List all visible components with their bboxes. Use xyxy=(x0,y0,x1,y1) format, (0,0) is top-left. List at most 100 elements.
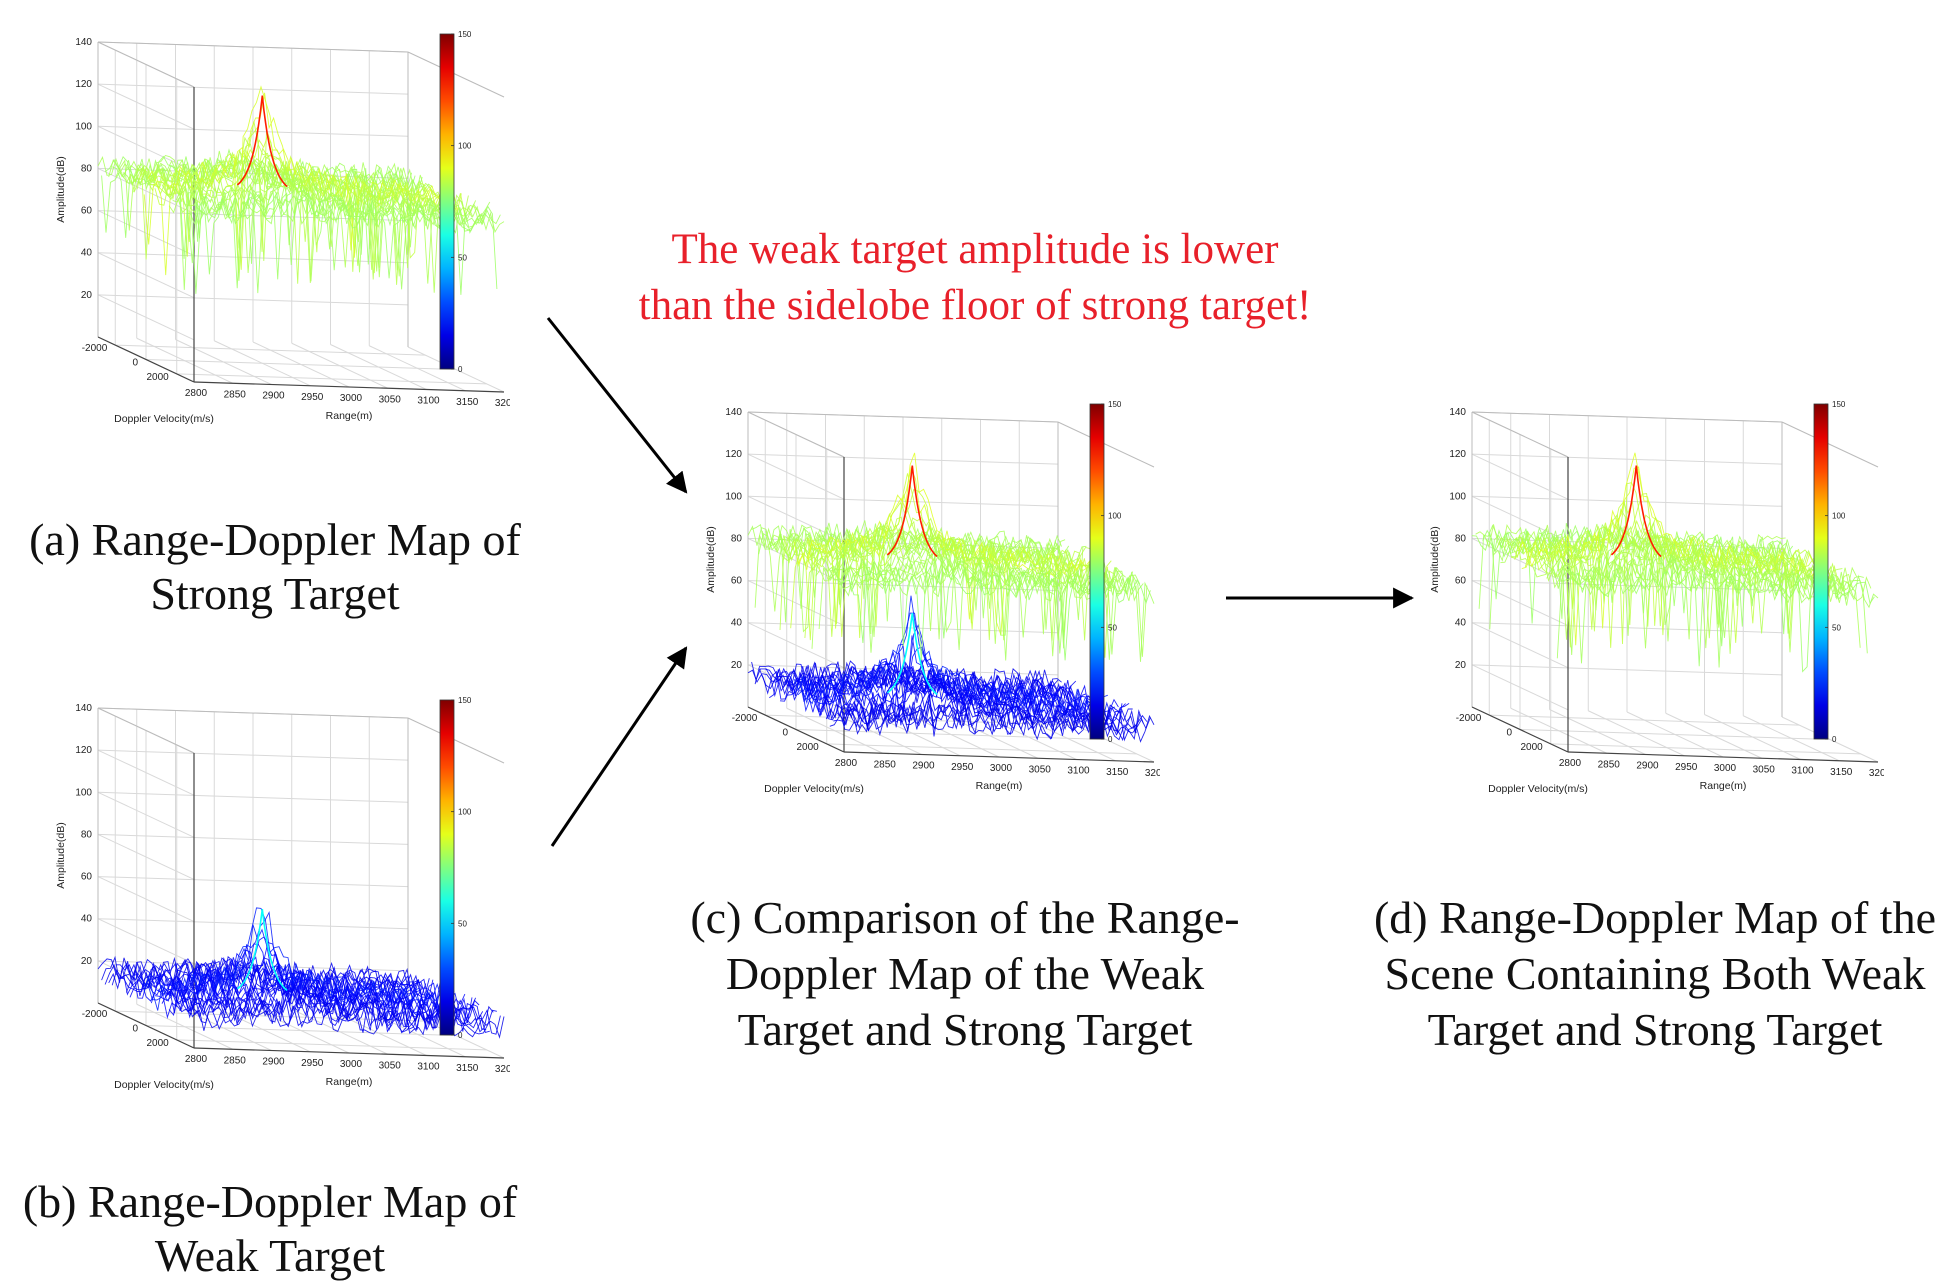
y-tick-label: 2000 xyxy=(1520,742,1543,753)
y-floor-gridline xyxy=(176,1039,487,1051)
y-tick-label: 2000 xyxy=(146,1038,169,1049)
z-axis-label: Amplitude(dB) xyxy=(55,822,67,889)
chart-panel-b: 20 40 60 80 100 120 140 2800 2850 2900 2950 3000 305… xyxy=(40,688,510,1148)
box-edge xyxy=(407,717,505,764)
annotation-line-2: than the sidelobe floor of strong target… xyxy=(638,282,1312,329)
z-tick-label: 100 xyxy=(75,121,92,132)
z-tick-label: 120 xyxy=(1449,449,1466,460)
z-tick-label: 100 xyxy=(75,787,92,798)
z-tick-label: 80 xyxy=(1455,533,1467,544)
peak-ridge xyxy=(886,465,938,558)
z-tick-label: 80 xyxy=(731,533,743,544)
surface-row xyxy=(179,989,490,1033)
caption-c-line-3: Target and Strong Target xyxy=(737,1004,1193,1055)
x-tick-label: 2800 xyxy=(185,388,208,399)
colorbar xyxy=(1089,403,1105,740)
y-tick-label: -2000 xyxy=(732,713,758,724)
box-edge xyxy=(747,411,845,458)
x-tick-label: 3050 xyxy=(1029,764,1052,775)
caption-d-line-3: Target and Strong Target xyxy=(1427,1004,1883,1055)
x-tick-label: 2850 xyxy=(224,1055,247,1066)
z-tick-label: 120 xyxy=(75,79,92,90)
surface-row xyxy=(151,132,462,270)
caption-d-line-1: (d) Range-Doppler Map of the xyxy=(1373,892,1937,943)
box-edge xyxy=(407,51,505,98)
surface-chart-a: 20 40 60 80 100 120 140 2800 2850 2900 2950 3000 305… xyxy=(55,30,510,425)
x-tick-label: 3200 xyxy=(1145,768,1160,779)
z-tick-label: 140 xyxy=(725,407,742,418)
colorbar-tick-label: 50 xyxy=(458,253,467,262)
x-axis-label: Range(m) xyxy=(1700,780,1747,792)
surface-row xyxy=(793,466,1105,636)
surface-chart-c: 20 40 60 80 100 120 140 2800 2850 2900 2950 3000 305… xyxy=(705,400,1160,795)
surface-chart-b: 20 40 60 80 100 120 140 2800 2850 2900 2950 3000 305… xyxy=(55,696,510,1091)
x-tick-label: 2850 xyxy=(874,759,897,770)
caption-c-line-2: Doppler Map of the Weak xyxy=(725,948,1205,999)
surface-row xyxy=(1517,452,1829,584)
x-tick-label: 2850 xyxy=(1598,759,1621,770)
surface-weak-target xyxy=(747,595,1155,743)
colorbar-tick-label: 50 xyxy=(1832,623,1841,632)
surface-row xyxy=(168,167,480,293)
x-tick-label: 3000 xyxy=(340,1059,363,1070)
x-tick-label: 2800 xyxy=(185,1054,208,1065)
peak-ridge xyxy=(1610,465,1662,558)
colorbar-tick-label: 100 xyxy=(458,808,472,817)
box-edge xyxy=(1057,421,1155,468)
box-edge xyxy=(97,41,409,53)
x-tick-label: 2800 xyxy=(835,758,858,769)
surface-row xyxy=(115,157,426,243)
y-tick-label: 2000 xyxy=(796,742,819,753)
y-axis xyxy=(97,1002,195,1049)
x-axis-label: Range(m) xyxy=(326,410,373,422)
colorbar-tick-label: 100 xyxy=(1832,512,1846,521)
surface-row xyxy=(158,951,469,1021)
surface-row xyxy=(1549,554,1861,648)
surface-row xyxy=(1507,501,1818,628)
chart-panel-d: 20 40 60 80 100 120 140 2800 2850 2900 2950 3000 305… xyxy=(1414,392,1884,852)
surface-row xyxy=(1542,546,1854,639)
peak-ridge xyxy=(236,95,288,188)
y-tick-label: -2000 xyxy=(1456,713,1482,724)
colorbar xyxy=(1813,403,1829,740)
z-tick-label: 100 xyxy=(725,491,742,502)
surface-row xyxy=(825,691,1137,737)
box-edge xyxy=(1471,411,1569,458)
y-axis-label: Doppler Velocity(m/s) xyxy=(114,1079,214,1091)
x-axis-label: Range(m) xyxy=(326,1076,373,1088)
y-tick-label: 0 xyxy=(132,1024,138,1035)
x-tick-label: 3000 xyxy=(340,393,363,404)
x-tick-label: 3150 xyxy=(1830,767,1853,778)
y-axis-label: Doppler Velocity(m/s) xyxy=(764,783,864,795)
x-tick-label: 3000 xyxy=(990,763,1013,774)
x-tick-label: 2850 xyxy=(224,389,247,400)
x-tick-label: 3200 xyxy=(495,1064,510,1075)
y-floor-gridline xyxy=(145,359,457,370)
y-tick-label: 0 xyxy=(132,358,138,369)
surface-chart-d: 20 40 60 80 100 120 140 2800 2850 2900 2950 3000 305… xyxy=(1429,400,1884,795)
colorbar xyxy=(439,33,455,370)
colorbar-tick-label: 150 xyxy=(1832,400,1846,409)
colorbar-tick-label: 150 xyxy=(1108,400,1122,409)
caption-c-line-1: (c) Comparison of the Range- xyxy=(690,892,1240,943)
z-axis-label: Amplitude(dB) xyxy=(705,526,717,593)
caption-d-line-2: Scene Containing Both Weak xyxy=(1384,948,1926,999)
y-floor-gridline xyxy=(115,344,426,356)
x-tick-label: 3050 xyxy=(379,1060,402,1071)
x-tick-label: 2900 xyxy=(262,1057,285,1068)
y-axis-label: Doppler Velocity(m/s) xyxy=(114,413,214,425)
z-tick-label: 80 xyxy=(81,163,93,174)
y-tick-label: -2000 xyxy=(82,343,108,354)
y-floor-gridline xyxy=(1489,714,1800,726)
surface-row xyxy=(807,526,1119,658)
x-axis xyxy=(843,751,1155,763)
x-tick-label: 2900 xyxy=(912,761,935,772)
colorbar-tick-label: 0 xyxy=(1832,735,1837,744)
box-edge xyxy=(1781,421,1879,468)
surface-row xyxy=(779,661,1091,713)
colorbar-tick-label: 100 xyxy=(458,142,472,151)
z-tick-label: 140 xyxy=(75,37,92,48)
colorbar-tick-label: 0 xyxy=(458,1031,463,1040)
x-tick-label: 3100 xyxy=(417,1062,440,1073)
x-axis xyxy=(193,381,505,393)
